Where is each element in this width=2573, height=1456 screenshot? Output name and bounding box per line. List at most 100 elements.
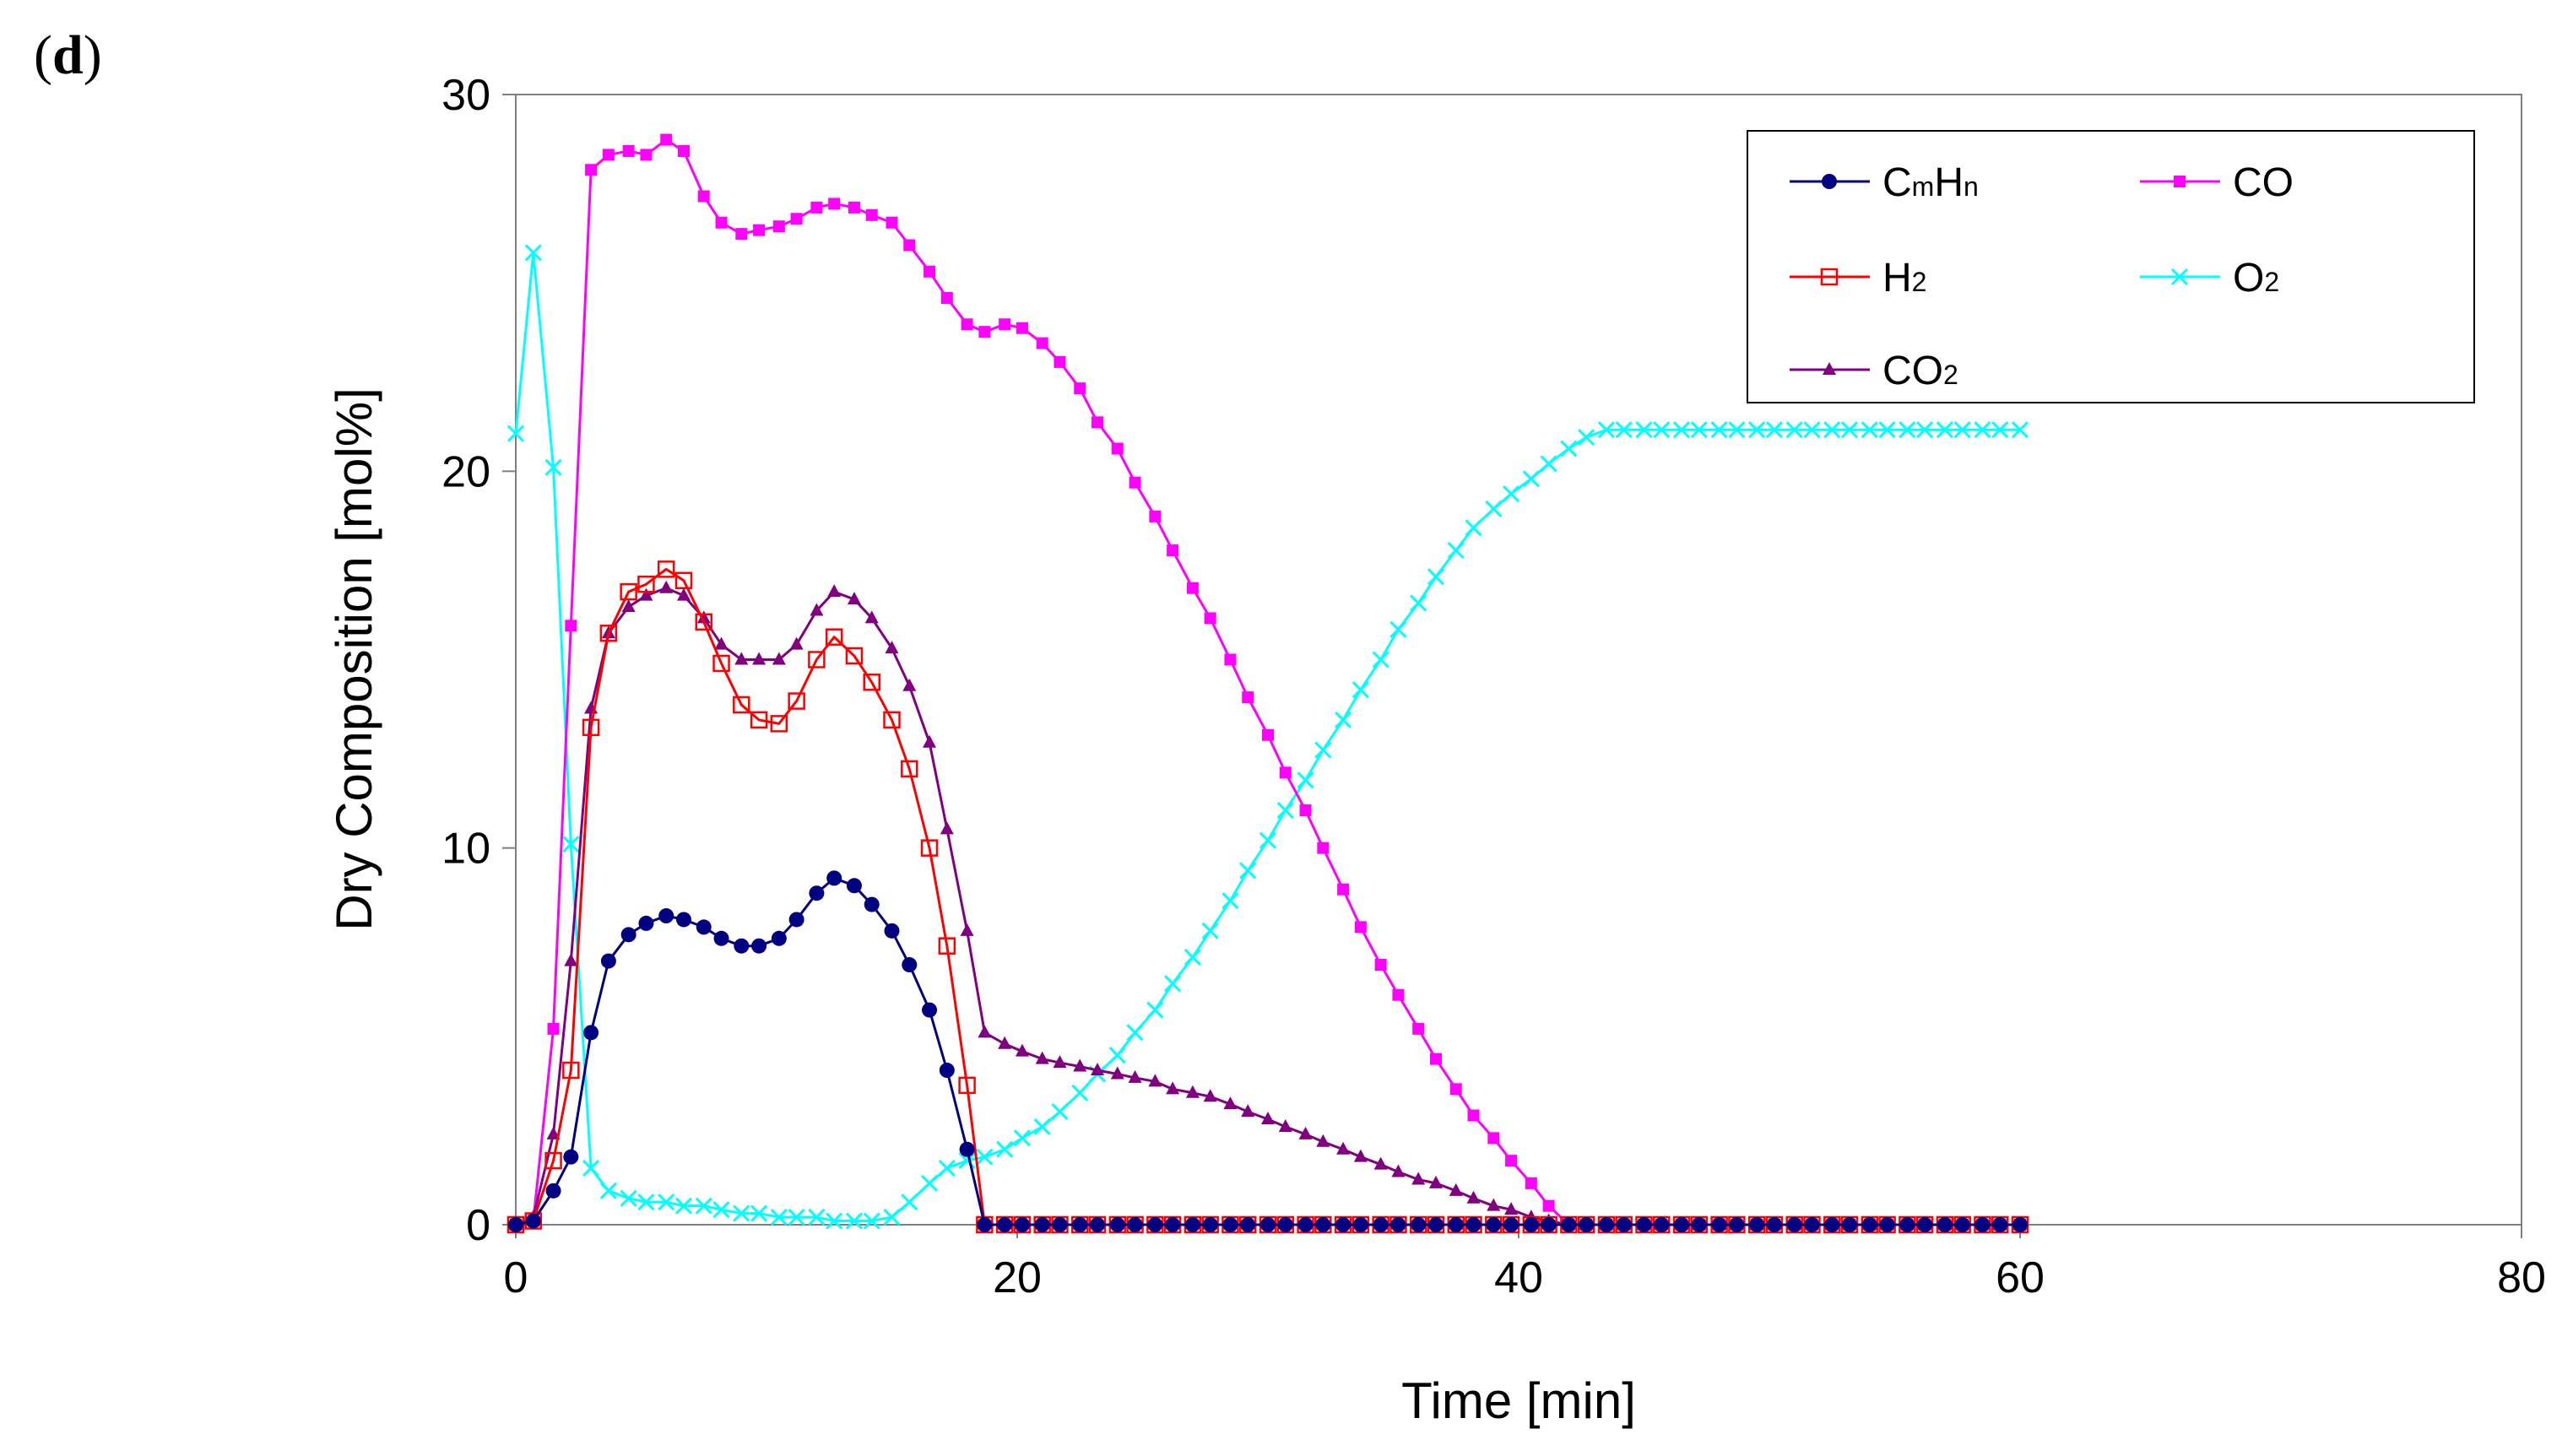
data-point-h2 — [637, 575, 655, 593]
data-point-cmhn — [508, 1217, 523, 1232]
legend-label-part: 2 — [1943, 360, 1958, 390]
data-point-co — [1074, 382, 1086, 395]
legend-item-o2: O2 — [2140, 256, 2279, 300]
data-point-o2 — [1239, 862, 1257, 880]
data-point-co2 — [1353, 1149, 1368, 1162]
series-cmhn — [508, 870, 2028, 1232]
data-point-o2 — [637, 1193, 655, 1211]
data-point-o2 — [901, 1193, 918, 1211]
data-point-co2 — [827, 584, 842, 598]
data-point-co — [585, 164, 598, 176]
data-point-cmhn — [788, 912, 804, 928]
series-layer — [506, 133, 2029, 1234]
data-point-cmhn — [1486, 1217, 1502, 1232]
data-point-o2 — [770, 1209, 788, 1226]
data-point-cmhn — [1147, 1217, 1163, 1232]
data-point-cmhn — [922, 1002, 938, 1018]
data-point-h2 — [582, 718, 600, 737]
data-point-co2 — [752, 652, 766, 665]
data-point-cmhn — [734, 938, 750, 954]
data-point-co — [1449, 1083, 1462, 1096]
data-point-o2 — [582, 1159, 600, 1177]
data-point-o2 — [1335, 711, 1352, 728]
data-point-co — [828, 198, 841, 210]
data-point-o2 — [788, 1209, 805, 1226]
data-point-o2 — [1560, 440, 1578, 457]
data-point-cmhn — [1390, 1217, 1406, 1232]
legend-label-part: H — [1934, 160, 1964, 205]
data-point-cmhn — [1541, 1217, 1557, 1232]
data-point-h2 — [562, 1061, 580, 1080]
legend-label-part: 2 — [2264, 267, 2279, 297]
data-point-o2 — [1690, 421, 1708, 439]
legend-marker-h2 — [1820, 268, 1839, 286]
data-point-cmhn — [1899, 1217, 1915, 1232]
data-point-cmhn — [809, 885, 825, 901]
data-point-o2 — [1201, 922, 1219, 939]
data-point-cmhn — [2012, 1217, 2028, 1232]
data-point-co2 — [546, 1126, 561, 1139]
data-point-cmhn — [751, 938, 767, 954]
y-tick-label: 30 — [441, 71, 490, 120]
x-tick-label: 80 — [2497, 1253, 2546, 1302]
data-point-co2 — [1316, 1134, 1330, 1147]
data-point-o2 — [883, 1209, 901, 1226]
data-point-h2 — [901, 760, 918, 778]
data-point-cmhn — [1674, 1217, 1690, 1232]
data-point-cmhn — [771, 930, 787, 946]
legend-marker-cmhn — [1822, 174, 1837, 189]
data-point-cmhn — [1636, 1217, 1652, 1232]
data-point-h2 — [657, 560, 675, 578]
data-point-co2 — [1223, 1096, 1238, 1110]
data-point-cmhn — [583, 1025, 599, 1041]
x-tick-label: 40 — [1494, 1253, 1543, 1302]
legend-label-part: 2 — [1912, 267, 1927, 297]
panel-label-open: ( — [34, 24, 52, 86]
data-point-o2 — [1861, 421, 1878, 439]
data-point-cmhn — [1411, 1217, 1427, 1232]
data-point-co2 — [885, 641, 899, 654]
data-point-h2 — [883, 711, 901, 729]
y-tick-label: 0 — [466, 1201, 490, 1250]
data-point-cmhn — [1034, 1217, 1050, 1232]
data-point-co — [660, 133, 673, 146]
data-point-o2 — [920, 1174, 939, 1192]
data-point-cmhn — [1465, 1217, 1482, 1232]
data-point-co2 — [1298, 1126, 1313, 1139]
data-point-co — [1487, 1132, 1500, 1145]
data-point-cmhn — [525, 1213, 541, 1229]
data-point-o2 — [658, 1193, 675, 1211]
data-point-h2 — [845, 647, 864, 665]
data-point-cmhn — [1842, 1217, 1858, 1232]
data-point-co2 — [621, 599, 636, 613]
data-point-co — [1149, 510, 1162, 522]
data-point-co — [1036, 337, 1048, 349]
data-point-o2 — [1991, 421, 2009, 439]
data-point-cmhn — [713, 930, 729, 946]
data-point-o2 — [1765, 421, 1784, 439]
data-point-co — [640, 149, 653, 161]
data-point-co2 — [902, 678, 917, 691]
data-point-co2 — [1428, 1175, 1443, 1188]
data-point-cmhn — [826, 870, 842, 886]
data-point-cmhn — [959, 1141, 975, 1157]
data-point-o2 — [1352, 681, 1369, 699]
data-point-co — [565, 620, 577, 632]
data-point-co — [961, 318, 973, 331]
data-point-cmhn — [939, 1063, 955, 1079]
data-point-h2 — [808, 651, 826, 668]
data-point-cmhn — [1616, 1217, 1632, 1232]
data-point-co2 — [998, 1036, 1012, 1049]
data-point-co2 — [810, 603, 824, 616]
data-point-o2 — [599, 1182, 617, 1199]
data-point-cmhn — [977, 1217, 993, 1232]
series-o2 — [506, 244, 2029, 1230]
data-point-o2 — [1071, 1084, 1089, 1101]
data-point-co2 — [1411, 1172, 1426, 1185]
data-point-o2 — [845, 1212, 864, 1230]
data-point-co2 — [1487, 1198, 1501, 1211]
data-point-co — [1412, 1022, 1425, 1035]
x-tick-label: 20 — [993, 1253, 1042, 1302]
data-point-cmhn — [1691, 1217, 1707, 1232]
